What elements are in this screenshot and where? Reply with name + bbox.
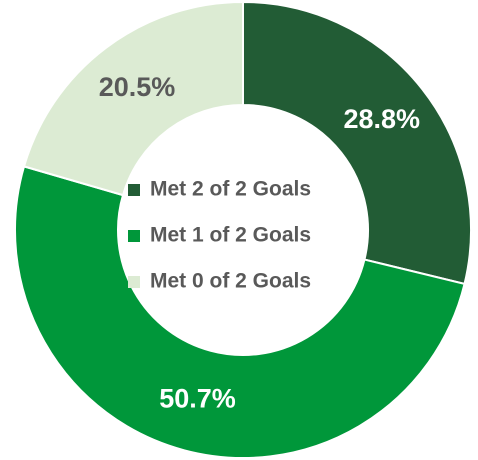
donut-slice <box>22 0 244 197</box>
data-label: 50.7% <box>159 384 236 414</box>
data-label: 20.5% <box>99 72 176 102</box>
data-label: 28.8% <box>343 104 420 134</box>
donut-slice <box>14 165 466 459</box>
legend-label: Met 0 of 2 Goals <box>150 270 311 293</box>
legend-swatch <box>128 276 140 288</box>
legend-label: Met 2 of 2 Goals <box>150 178 311 201</box>
legend-swatch <box>128 230 140 242</box>
donut-slice <box>242 0 472 286</box>
legend-label: Met 1 of 2 Goals <box>150 224 311 247</box>
legend-swatch <box>128 184 140 196</box>
